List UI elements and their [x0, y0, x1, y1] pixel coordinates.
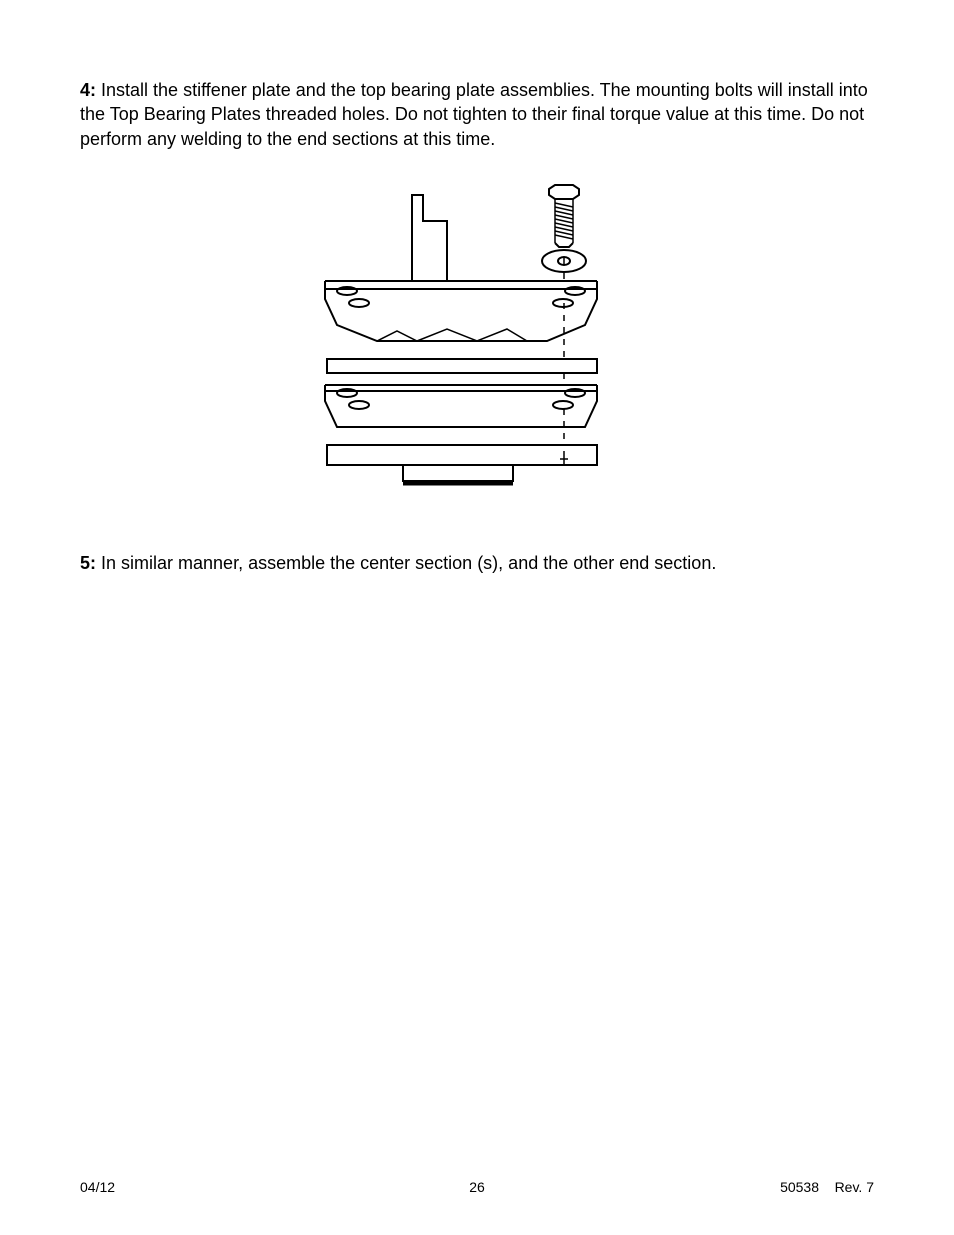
step-4-text: Install the stiffener plate and the top …	[80, 80, 868, 149]
footer-page-number: 26	[469, 1179, 485, 1195]
page: 4: Install the stiffener plate and the t…	[0, 0, 954, 1235]
step-4-number: 4:	[80, 80, 96, 100]
footer-right-group: 50538 Rev. 7	[780, 1179, 874, 1195]
assembly-diagram-container	[80, 181, 874, 511]
step-5-paragraph: 5: In similar manner, assemble the cente…	[80, 551, 874, 575]
step-5-number: 5:	[80, 553, 96, 573]
page-footer: 04/12 26 50538 Rev. 7	[80, 1179, 874, 1195]
footer-date: 04/12	[80, 1179, 115, 1195]
footer-revision: Rev. 7	[835, 1179, 874, 1195]
step-5-text: In similar manner, assemble the center s…	[96, 553, 716, 573]
step-4-paragraph: 4: Install the stiffener plate and the t…	[80, 78, 874, 151]
assembly-diagram	[307, 181, 647, 511]
footer-doc-number: 50538	[780, 1179, 819, 1195]
